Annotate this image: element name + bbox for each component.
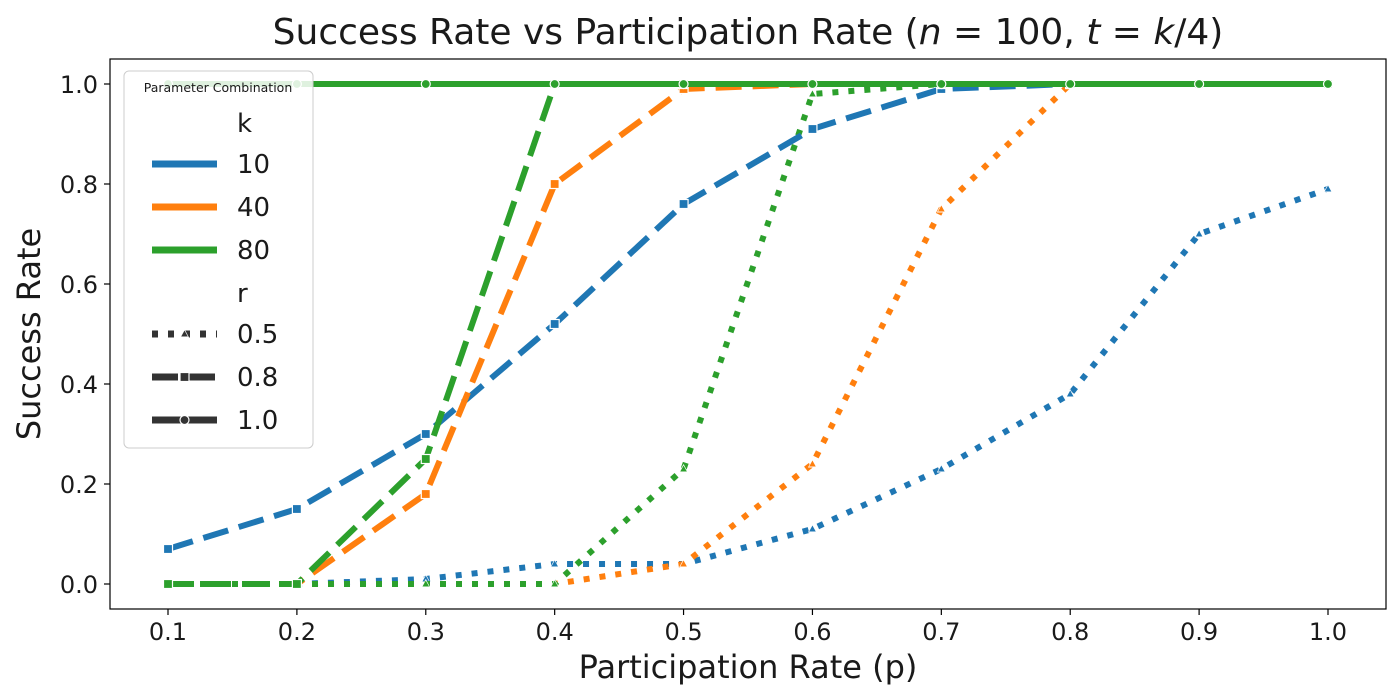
legend-label-k80: 80: [237, 236, 270, 266]
data-point: [549, 78, 560, 90]
data-point: [938, 465, 945, 472]
series-k10-r05: [163, 184, 1333, 588]
x-tick-label: 0.2: [278, 618, 316, 646]
data-point: [422, 580, 430, 587]
data-point: [809, 525, 816, 532]
x-tick-label: 0.6: [793, 618, 831, 646]
series-k80-r08: [162, 78, 1334, 590]
legend-style-r05: [152, 329, 217, 338]
data-point: [1324, 185, 1332, 192]
data-point: [807, 78, 818, 90]
x-tick-label: 0.9: [1180, 618, 1218, 646]
data-point: [936, 78, 947, 90]
data-point: [420, 488, 431, 500]
x-tick-label: 0.1: [149, 618, 187, 646]
x-tick-label: 0.3: [407, 618, 445, 646]
series-line: [168, 81, 1328, 587]
data-point: [549, 318, 560, 330]
x-axis-ticks: 0.1 0.2 0.3 0.4 0.5 0.6 0.7 0.8 0.9 1.0: [149, 609, 1347, 646]
x-tick-label: 0.4: [536, 618, 574, 646]
legend-style-r10: [152, 414, 217, 426]
data-point: [422, 575, 430, 582]
data-point: [420, 453, 431, 465]
data-point: [680, 560, 687, 567]
data-point: [1194, 78, 1205, 90]
data-point: [549, 178, 560, 190]
legend-r-entries: 0.5 0.8 1.0: [152, 320, 278, 436]
x-tick-label: 0.8: [1051, 618, 1089, 646]
series-k80-r10: [162, 78, 1334, 90]
series-line: [168, 186, 1329, 587]
series-k40-r05: [163, 79, 1333, 588]
legend: Parameter Combination k 10 40 80 r 0.5 0.8 1…: [123, 70, 314, 449]
legend-title: Parameter Combination: [144, 80, 293, 95]
data-point: [678, 198, 689, 210]
legend-swatch-marker: [179, 414, 190, 426]
legend-k-entries: 10 40 80: [152, 150, 270, 266]
legend-label-r05: 0.5: [237, 320, 278, 350]
y-tick-label: 1.0: [60, 71, 98, 99]
y-axis-label: Success Rate: [10, 228, 48, 440]
series-k80-r05: [163, 79, 1333, 588]
legend-style-r08: [152, 371, 217, 383]
data-point: [420, 78, 431, 90]
legend-r-header: r: [237, 279, 248, 309]
data-point: [420, 428, 431, 440]
chart-title: Success Rate vs Participation Rate (n = …: [273, 12, 1224, 53]
series-k40-r08: [162, 78, 1334, 590]
data-point: [551, 560, 558, 567]
y-tick-label: 0.0: [60, 571, 98, 599]
legend-k-header: k: [237, 109, 252, 139]
series-line: [168, 81, 1328, 587]
x-tick-label: 0.5: [664, 618, 702, 646]
legend-label-k10: 10: [237, 150, 270, 180]
data-point: [1065, 78, 1076, 90]
legend-swatch-marker: [181, 330, 188, 337]
series-line: [168, 81, 1328, 587]
y-tick-label: 0.8: [60, 171, 98, 199]
data-point: [807, 123, 818, 135]
plot-area: [162, 78, 1334, 590]
y-tick-label: 0.2: [60, 471, 98, 499]
data-point: [162, 578, 174, 590]
data-point: [938, 205, 945, 212]
legend-label-k40: 40: [237, 193, 270, 223]
axes-frame: [109, 58, 1387, 610]
data-point: [1195, 230, 1203, 237]
x-axis-label: Participation Rate (p): [579, 648, 918, 686]
data-point: [809, 460, 816, 467]
data-point: [291, 578, 302, 590]
legend-swatch-marker: [179, 371, 190, 383]
data-point: [1322, 78, 1334, 90]
series-line: [167, 81, 1328, 552]
data-point: [680, 465, 687, 472]
data-point: [1066, 390, 1074, 397]
series-k10-r08: [162, 78, 1334, 555]
legend-box: [123, 70, 314, 449]
y-axis-ticks: 0.0 0.2 0.4 0.6 0.8 1.0: [60, 71, 110, 599]
data-point: [551, 580, 558, 587]
data-point: [291, 503, 302, 515]
y-tick-label: 0.6: [60, 271, 98, 299]
data-point: [809, 90, 816, 97]
x-tick-label: 0.7: [922, 618, 960, 646]
data-point: [162, 543, 174, 555]
legend-label-r10: 1.0: [237, 406, 278, 436]
y-tick-label: 0.4: [60, 371, 98, 399]
legend-label-r08: 0.8: [237, 363, 278, 393]
data-point: [678, 78, 689, 90]
x-tick-label: 1.0: [1309, 618, 1347, 646]
series-line: [168, 81, 1328, 587]
